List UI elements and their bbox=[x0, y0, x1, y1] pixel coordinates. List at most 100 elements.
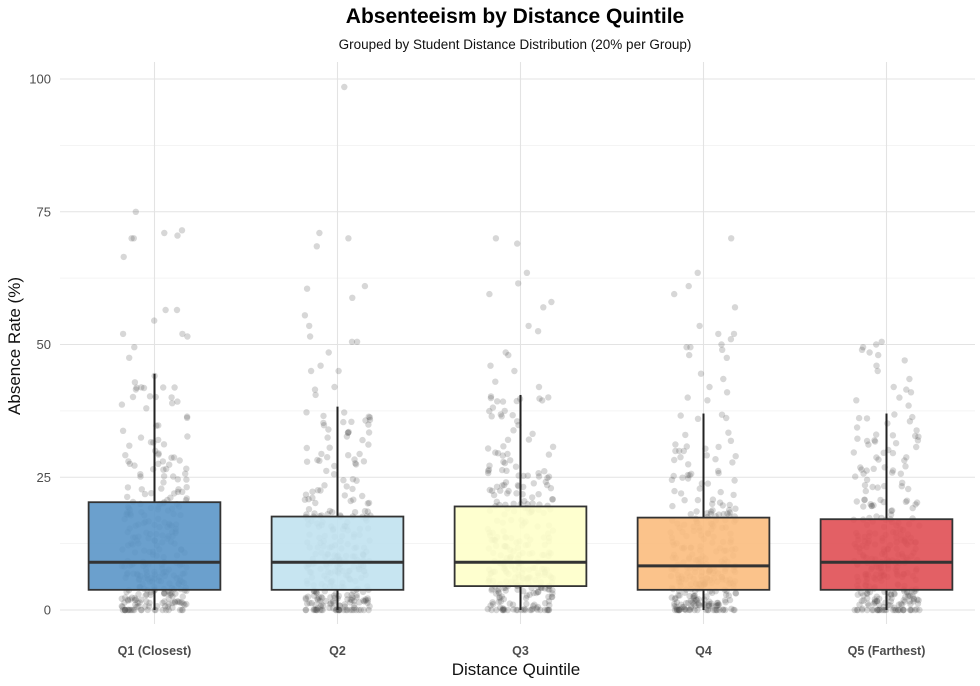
jitter-point bbox=[484, 605, 491, 613]
outlier-point bbox=[535, 383, 543, 391]
jitter-point bbox=[880, 449, 887, 456]
outlier-point bbox=[126, 354, 133, 361]
outlier-point bbox=[901, 357, 908, 364]
jitter-point bbox=[351, 601, 358, 609]
jitter-point bbox=[330, 592, 338, 599]
jitter-point bbox=[544, 474, 551, 482]
jitter-point bbox=[690, 600, 698, 607]
jitter-point bbox=[916, 606, 923, 614]
jitter-point bbox=[533, 589, 540, 597]
jitter-point bbox=[126, 442, 133, 449]
jitter-point bbox=[356, 450, 363, 458]
jitter-point bbox=[525, 436, 533, 443]
jitter-point bbox=[161, 590, 168, 597]
jitter-point bbox=[693, 596, 700, 604]
outlier-point bbox=[853, 397, 860, 404]
jitter-point bbox=[671, 487, 678, 495]
jitter-point bbox=[305, 506, 313, 513]
jitter-point bbox=[682, 431, 689, 439]
jitter-point bbox=[118, 595, 126, 602]
jitter-point bbox=[681, 497, 688, 504]
jitter-point bbox=[137, 596, 145, 603]
jitter-point bbox=[142, 592, 149, 599]
jitter-point bbox=[500, 605, 507, 613]
jitter-point bbox=[344, 429, 352, 436]
jitter-point bbox=[913, 427, 920, 434]
jitter-point bbox=[685, 606, 693, 613]
jitter-point bbox=[183, 600, 190, 608]
jitter-point bbox=[342, 606, 350, 614]
jitter-point bbox=[730, 491, 737, 499]
outlier-point bbox=[671, 290, 678, 298]
jitter-point bbox=[704, 480, 712, 487]
outlier-point bbox=[874, 367, 881, 375]
jitter-point bbox=[501, 481, 508, 489]
jitter-point bbox=[876, 606, 883, 614]
jitter-point bbox=[310, 606, 317, 614]
jitter-point bbox=[330, 600, 337, 607]
jitter-point bbox=[546, 586, 553, 593]
jitter-point bbox=[544, 606, 551, 614]
jitter-point bbox=[161, 590, 168, 597]
jitter-point bbox=[340, 418, 347, 426]
jitter-point bbox=[668, 594, 675, 601]
jitter-point bbox=[489, 599, 496, 606]
jitter-point bbox=[302, 606, 310, 614]
jitter-point bbox=[183, 476, 190, 483]
jitter-point bbox=[682, 600, 690, 607]
jitter-point bbox=[891, 606, 898, 614]
jitter-point bbox=[544, 606, 551, 614]
outlier-point bbox=[317, 362, 324, 369]
jitter-point bbox=[870, 606, 877, 614]
jitter-point bbox=[489, 601, 497, 608]
jitter-point bbox=[690, 594, 697, 602]
jitter-point bbox=[731, 606, 738, 614]
jitter-point bbox=[527, 606, 534, 614]
jitter-point bbox=[858, 466, 865, 473]
outlier-point bbox=[731, 304, 739, 311]
jitter-point bbox=[497, 487, 504, 494]
jitter-point bbox=[501, 407, 508, 415]
jitter-point bbox=[865, 441, 872, 448]
jitter-point bbox=[318, 606, 325, 614]
jitter-point bbox=[350, 606, 357, 614]
jitter-point bbox=[135, 590, 142, 598]
jitter-point bbox=[868, 502, 875, 510]
jitter-point bbox=[874, 606, 882, 614]
jitter-point bbox=[531, 601, 538, 608]
jitter-point bbox=[901, 598, 908, 605]
outlier-point bbox=[162, 306, 169, 314]
jitter-point bbox=[331, 462, 338, 470]
jitter-point bbox=[353, 591, 360, 599]
jitter-point bbox=[720, 510, 727, 518]
jitter-point bbox=[142, 603, 149, 610]
jitter-point bbox=[905, 592, 912, 599]
jitter-point bbox=[520, 472, 527, 480]
outlier-point bbox=[307, 367, 315, 375]
jitter-point bbox=[503, 467, 510, 474]
outlier-point bbox=[486, 290, 493, 298]
jitter-point bbox=[346, 606, 354, 614]
jitter-point bbox=[695, 595, 702, 603]
jitter-point bbox=[728, 605, 735, 612]
jitter-point bbox=[131, 606, 138, 614]
jitter-point bbox=[308, 599, 315, 607]
jitter-point bbox=[129, 393, 137, 401]
jitter-point bbox=[902, 594, 909, 601]
jitter-point bbox=[689, 599, 696, 606]
jitter-point bbox=[861, 482, 869, 489]
jitter-point bbox=[851, 606, 858, 614]
jitter-point bbox=[709, 496, 717, 503]
jitter-point bbox=[876, 606, 883, 614]
jitter-point bbox=[170, 473, 177, 480]
jitter-point bbox=[350, 597, 358, 605]
jitter-point bbox=[873, 598, 881, 605]
jitter-point bbox=[673, 606, 680, 614]
jitter-point bbox=[526, 591, 533, 598]
jitter-point bbox=[128, 594, 136, 601]
jitter-point bbox=[179, 606, 186, 614]
jitter-point bbox=[900, 606, 907, 614]
outlier-point bbox=[341, 83, 348, 91]
jitter-point bbox=[512, 463, 520, 470]
jitter-point bbox=[344, 429, 352, 436]
